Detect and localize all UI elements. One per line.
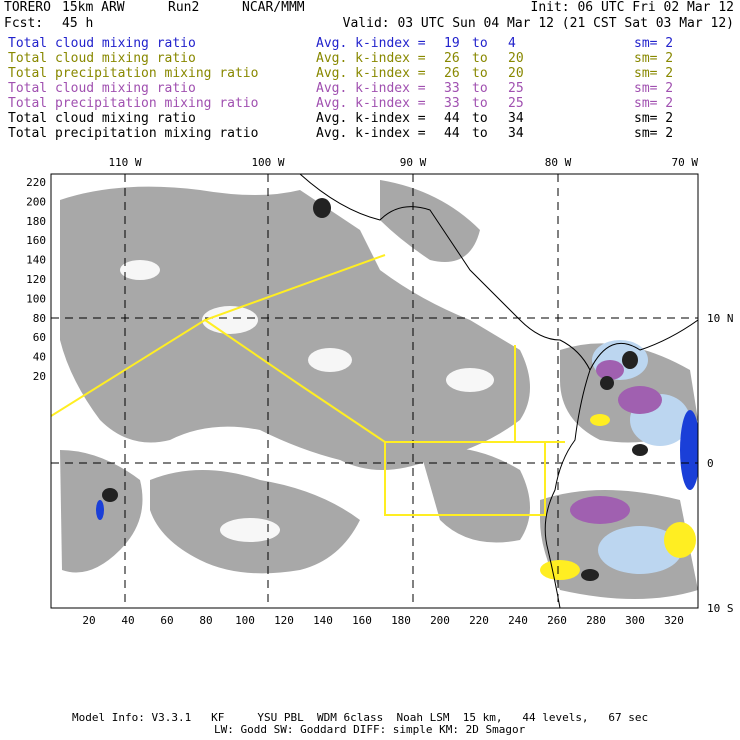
- header-init: Init: 06 UTC Fri 02 Mar 12: [530, 0, 735, 15]
- legend-field: Total cloud mixing ratio: [8, 81, 196, 96]
- legend-to: 25: [508, 81, 524, 96]
- legend-kindex: Avg. k-index =: [316, 126, 434, 141]
- lon-label: 110 W: [108, 156, 141, 169]
- x-tick-label: 200: [430, 614, 450, 627]
- x-tick-label: 60: [160, 614, 173, 627]
- y-tick-label: 60: [33, 331, 46, 344]
- lon-label: 70 W: [672, 156, 699, 169]
- y-tick-label: 180: [26, 215, 46, 228]
- legend-sm: sm= 2: [634, 111, 674, 126]
- legend-to: 4: [508, 36, 516, 51]
- legend-to: 34: [508, 126, 524, 141]
- lon-label: 100 W: [251, 156, 284, 169]
- coastline: [299, 174, 698, 608]
- lon-label: 90 W: [400, 156, 427, 169]
- x-tick-label: 220: [469, 614, 489, 627]
- legend-kindex: Avg. k-index =: [316, 81, 434, 96]
- x-tick-label: 160: [352, 614, 372, 627]
- legend-field: Total cloud mixing ratio: [8, 51, 196, 66]
- header-fcst-value: 45 h: [62, 16, 94, 31]
- lat-label: 10 S: [707, 602, 734, 615]
- header-run: Run2: [168, 0, 200, 15]
- y-tick-label: 40: [33, 351, 46, 364]
- lat-label: 0: [707, 457, 714, 470]
- legend-to: 25: [508, 96, 524, 111]
- y-tick-label: 200: [26, 195, 46, 208]
- legend-sm: sm= 2: [634, 126, 674, 141]
- legend-to: 20: [508, 51, 524, 66]
- legend-kindex: Avg. k-index =: [316, 36, 434, 51]
- footer-physics: LW: Godd SW: Goddard DIFF: simple KM: 2D…: [214, 723, 526, 736]
- x-tick-label: 280: [586, 614, 606, 627]
- legend-to-word: to: [472, 126, 488, 141]
- legend-from: 33: [444, 81, 460, 96]
- x-tick-label: 40: [121, 614, 134, 627]
- footer-model-info: Model Info: V3.3.1 KF YSU PBL WDM 6class…: [72, 711, 649, 724]
- y-tick-label: 160: [26, 234, 46, 247]
- legend-kindex: Avg. k-index =: [316, 96, 434, 111]
- x-tick-label: 260: [547, 614, 567, 627]
- x-tick-label: 100: [235, 614, 255, 627]
- legend-sm: sm= 2: [634, 51, 674, 66]
- legend-sm: sm= 2: [634, 96, 674, 111]
- header-model: TORERO: [4, 0, 51, 15]
- header-fcst-label: Fcst:: [4, 16, 44, 31]
- legend-to-word: to: [472, 36, 488, 51]
- legend-to-word: to: [472, 111, 488, 126]
- region-outline: [51, 254, 565, 516]
- legend-to: 20: [508, 66, 524, 81]
- y-tick-label: 80: [33, 312, 46, 325]
- legend-field: Total cloud mixing ratio: [8, 111, 196, 126]
- y-tick-label: 20: [33, 370, 46, 383]
- legend-sm: sm= 2: [634, 66, 674, 81]
- legend-field: Total precipitation mixing ratio: [8, 126, 259, 141]
- y-tick-label: 220: [26, 176, 46, 189]
- legend-to-word: to: [472, 66, 488, 81]
- x-tick-label: 240: [508, 614, 528, 627]
- legend-kindex: Avg. k-index =: [316, 66, 434, 81]
- x-tick-label: 300: [625, 614, 645, 627]
- header-valid: Valid: 03 UTC Sun 04 Mar 12 (21 CST Sat …: [342, 16, 734, 31]
- legend-field: Total cloud mixing ratio: [8, 36, 196, 51]
- x-tick-label: 20: [82, 614, 95, 627]
- x-tick-label: 180: [391, 614, 411, 627]
- lat-lon-grid: [51, 174, 698, 608]
- lon-label: 80 W: [545, 156, 572, 169]
- legend-from: 26: [444, 66, 460, 81]
- x-tick-label: 80: [199, 614, 212, 627]
- map: 110 W 100 W 90 W 80 W 70 W 10 N 0 10 S 220 200 180…: [26, 156, 734, 627]
- legend-from: 19: [444, 36, 460, 51]
- legend-to-word: to: [472, 81, 488, 96]
- x-tick-label: 320: [664, 614, 684, 627]
- y-tick-label: 100: [26, 292, 46, 305]
- x-tick-label: 140: [313, 614, 333, 627]
- legend-kindex: Avg. k-index =: [316, 111, 434, 126]
- header-resolution: 15km ARW: [62, 0, 125, 15]
- legend-kindex: Avg. k-index =: [316, 51, 434, 66]
- legend-to-word: to: [472, 96, 488, 111]
- legend-sm: sm= 2: [634, 81, 674, 96]
- legend-from: 44: [444, 126, 460, 141]
- y-tick-label: 120: [26, 273, 46, 286]
- legend-to-word: to: [472, 51, 488, 66]
- x-tick-label: 120: [274, 614, 294, 627]
- legend-from: 26: [444, 51, 460, 66]
- legend-from: 44: [444, 111, 460, 126]
- header-org: NCAR/MMM: [242, 0, 305, 15]
- legend-sm: sm= 2: [634, 36, 674, 51]
- legend-to: 34: [508, 111, 524, 126]
- legend-from: 33: [444, 96, 460, 111]
- y-tick-label: 140: [26, 254, 46, 267]
- legend-field: Total precipitation mixing ratio: [8, 66, 259, 81]
- legend-field: Total precipitation mixing ratio: [8, 96, 259, 111]
- cloud-field-color: [96, 198, 698, 581]
- lat-label: 10 N: [707, 312, 734, 325]
